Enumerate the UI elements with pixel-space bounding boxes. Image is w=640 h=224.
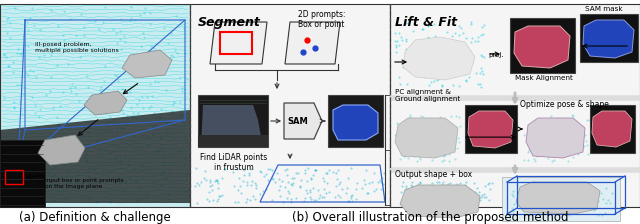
Text: ill-posed problem,
multiple possible solutions: ill-posed problem, multiple possible sol… xyxy=(35,42,119,53)
Bar xyxy=(328,95,383,147)
Text: input box or point prompts
on the image plane: input box or point prompts on the image … xyxy=(45,178,124,189)
Text: SAM mask: SAM mask xyxy=(585,6,623,12)
Polygon shape xyxy=(0,110,190,203)
Bar xyxy=(510,18,575,73)
Bar xyxy=(0,4,190,207)
Polygon shape xyxy=(122,50,172,78)
Text: SAM: SAM xyxy=(287,118,308,127)
Text: Optimize pose & shape: Optimize pose & shape xyxy=(520,100,609,109)
Bar xyxy=(390,4,640,207)
Bar xyxy=(465,105,517,153)
Text: Find LiDAR points
in frustum: Find LiDAR points in frustum xyxy=(200,153,268,172)
Text: Mask Alignment: Mask Alignment xyxy=(515,75,573,81)
Bar xyxy=(580,14,638,62)
Text: Lift & Fit: Lift & Fit xyxy=(395,16,457,29)
Polygon shape xyxy=(583,20,634,58)
Polygon shape xyxy=(514,26,570,68)
Text: Output shape + box: Output shape + box xyxy=(395,170,472,179)
Bar xyxy=(590,105,635,153)
Polygon shape xyxy=(403,37,475,80)
Bar xyxy=(220,32,252,54)
Polygon shape xyxy=(395,118,458,158)
Polygon shape xyxy=(400,185,480,218)
Bar xyxy=(198,95,268,147)
Polygon shape xyxy=(333,105,378,140)
Bar xyxy=(0,140,45,207)
Bar xyxy=(190,4,390,207)
Bar xyxy=(198,135,268,147)
Bar xyxy=(5,170,23,184)
Text: PC alignment &
Ground alignment: PC alignment & Ground alignment xyxy=(395,89,460,102)
Text: (a) Definition & challenge: (a) Definition & challenge xyxy=(19,211,171,224)
Text: 2D prompts:
Box or point: 2D prompts: Box or point xyxy=(298,10,346,29)
Polygon shape xyxy=(468,111,513,148)
Bar xyxy=(502,177,620,221)
Text: Segment: Segment xyxy=(198,16,261,29)
Text: proj.: proj. xyxy=(488,52,504,58)
Polygon shape xyxy=(516,182,600,214)
Polygon shape xyxy=(201,105,263,147)
Polygon shape xyxy=(592,111,632,147)
Polygon shape xyxy=(284,103,322,139)
Polygon shape xyxy=(38,135,85,165)
Polygon shape xyxy=(84,91,127,115)
Polygon shape xyxy=(285,22,340,64)
Polygon shape xyxy=(526,118,585,158)
Text: (b) Overall illustration of the proposed method: (b) Overall illustration of the proposed… xyxy=(292,211,568,224)
Polygon shape xyxy=(210,22,267,64)
